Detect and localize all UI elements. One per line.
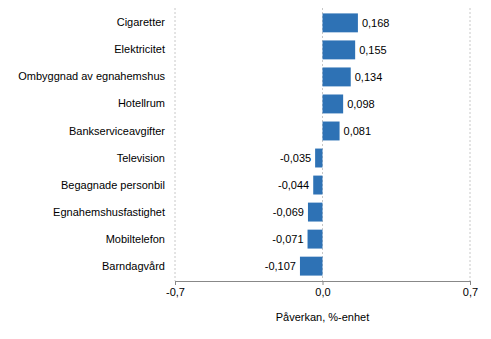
category-label: Hotellrum (118, 97, 165, 109)
bar (300, 257, 323, 276)
grid (175, 8, 470, 281)
category-tick: Begagnade personbil (61, 179, 165, 191)
category-tick: Television (117, 152, 165, 164)
tick-label: 0,7 (463, 286, 478, 298)
category-tick: Elektricitet (114, 43, 165, 55)
category-label: Begagnade personbil (61, 179, 165, 191)
bar (313, 176, 322, 195)
data-labels: 0,168 0,155 0,134 0,098 0,081 -0,035 -0,044 -0,… (265, 17, 390, 272)
category-label: Barndagvård (102, 260, 165, 272)
grid-line (470, 8, 471, 281)
category-tick: Barndagvård (102, 260, 165, 272)
data-label: -0,044 (278, 179, 309, 191)
category-label: Television (117, 152, 165, 164)
data-label: 0,081 (344, 125, 372, 137)
category-tick: Egnahemshusfastighet (53, 206, 165, 218)
tick: 0,0 (315, 281, 330, 298)
y-axis: Cigaretter Elektricitet Ombyggnad av egnah… (18, 16, 165, 271)
bar (323, 67, 351, 86)
data-label: 0,134 (355, 71, 383, 83)
category-tick: Cigaretter (117, 16, 166, 28)
bar (315, 149, 322, 168)
category-tick: Hotellrum (118, 97, 165, 109)
bar (323, 13, 358, 32)
data-label: 0,098 (347, 98, 375, 110)
data-label: 0,168 (362, 17, 390, 29)
bar (323, 94, 344, 113)
tick-label: 0,0 (315, 286, 330, 298)
x-axis-title: Påverkan, %-enhet (276, 311, 370, 323)
tick-mark (470, 281, 471, 285)
data-label: -0,071 (272, 233, 303, 245)
category-tick: Mobiltelefon (106, 233, 165, 245)
data-label: -0,107 (265, 260, 296, 272)
tick-mark (175, 281, 176, 285)
category-tick: Ombyggnad av egnahemshus (18, 70, 165, 82)
axis-line (176, 282, 471, 286)
chart: -0,7 0,0 0,7 Cigaretter Elektricitet Ombyggna… (0, 0, 491, 339)
category-label: Ombyggnad av egnahemshus (18, 70, 165, 82)
bar (323, 122, 340, 141)
category-label: Cigaretter (117, 16, 166, 28)
tick: -0,7 (166, 281, 185, 298)
bar (308, 230, 323, 249)
tick: 0,7 (463, 281, 478, 298)
data-label: -0,069 (273, 206, 304, 218)
data-label: -0,035 (280, 152, 311, 164)
bar (323, 40, 356, 59)
bars (300, 13, 358, 275)
bar (308, 203, 323, 222)
grid-line (175, 8, 176, 281)
tick-label: -0,7 (166, 286, 185, 298)
category-label: Mobiltelefon (106, 233, 165, 245)
x-axis: -0,7 0,0 0,7 (166, 281, 478, 298)
category-label: Elektricitet (114, 43, 165, 55)
tick-mark (323, 281, 324, 285)
category-label: Egnahemshusfastighet (53, 206, 165, 218)
data-label: 0,155 (359, 44, 387, 56)
category-tick: Bankserviceavgifter (69, 125, 165, 137)
category-label: Bankserviceavgifter (69, 125, 165, 137)
